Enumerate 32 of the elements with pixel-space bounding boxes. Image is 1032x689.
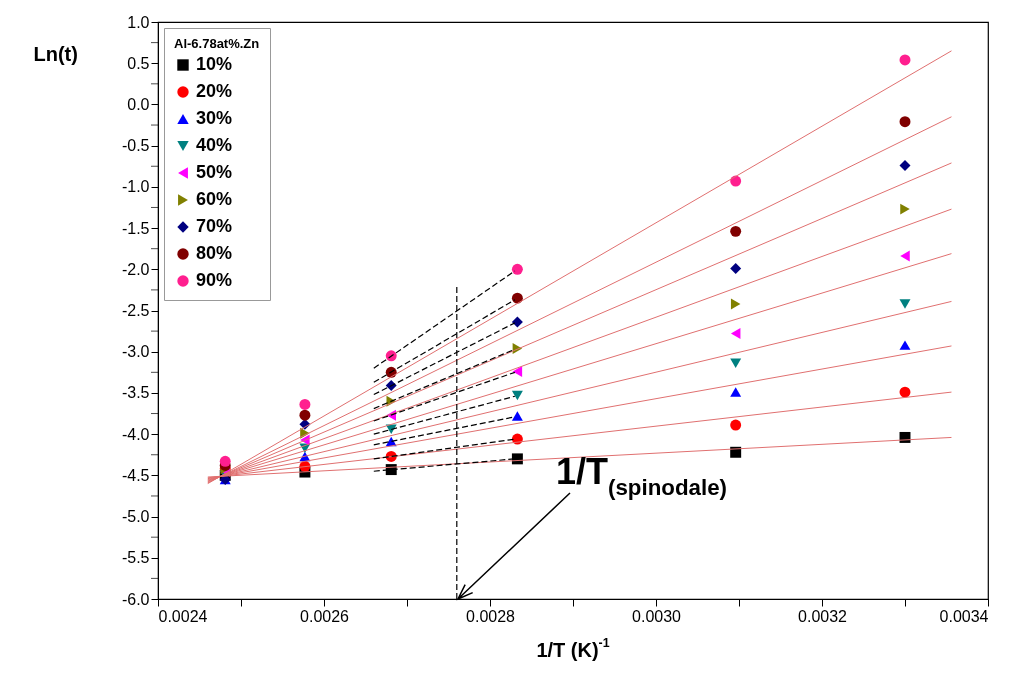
y-tick-label: -1.0 <box>121 178 150 196</box>
x-tick-label: 0.0034 <box>939 607 989 625</box>
y-tick-label: 0.5 <box>127 54 150 72</box>
y-tick-label: -6.0 <box>121 590 150 608</box>
legend-label: 80% <box>196 243 233 263</box>
y-axis-title: Ln(t) <box>33 42 78 65</box>
y-tick-label: -5.5 <box>121 549 150 567</box>
y-tick-label: -3.5 <box>121 384 150 402</box>
x-tick-label: 0.0032 <box>798 607 848 625</box>
legend-label: 50% <box>196 162 233 182</box>
legend-label: 10% <box>196 54 233 74</box>
x-tick-label: 0.0026 <box>300 607 350 625</box>
legend-label: 40% <box>196 135 233 155</box>
legend-title: Al-6.78at%.Zn <box>174 36 260 51</box>
legend-label: 30% <box>196 108 233 128</box>
legend-label: 60% <box>196 189 233 209</box>
y-tick-label: 0.0 <box>127 95 150 113</box>
y-tick-label: -1.5 <box>121 219 150 237</box>
legend-label: 70% <box>196 216 233 236</box>
x-tick-label: 0.0030 <box>632 607 682 625</box>
y-tick-label: -2.0 <box>121 260 150 278</box>
y-tick-label: 1.0 <box>127 13 150 31</box>
y-tick-label: -4.0 <box>121 425 150 443</box>
y-tick-label: -2.5 <box>121 302 150 319</box>
y-tick-label: -0.5 <box>121 137 150 155</box>
x-tick-label: 0.0028 <box>466 607 516 625</box>
y-tick-label: -4.5 <box>121 466 150 484</box>
y-tick-label: -5.0 <box>121 508 150 526</box>
x-tick-label: 0.0024 <box>158 607 208 625</box>
legend-label: 20% <box>196 81 233 101</box>
legend-label: 90% <box>196 270 233 290</box>
y-tick-label: -3.0 <box>121 343 150 361</box>
